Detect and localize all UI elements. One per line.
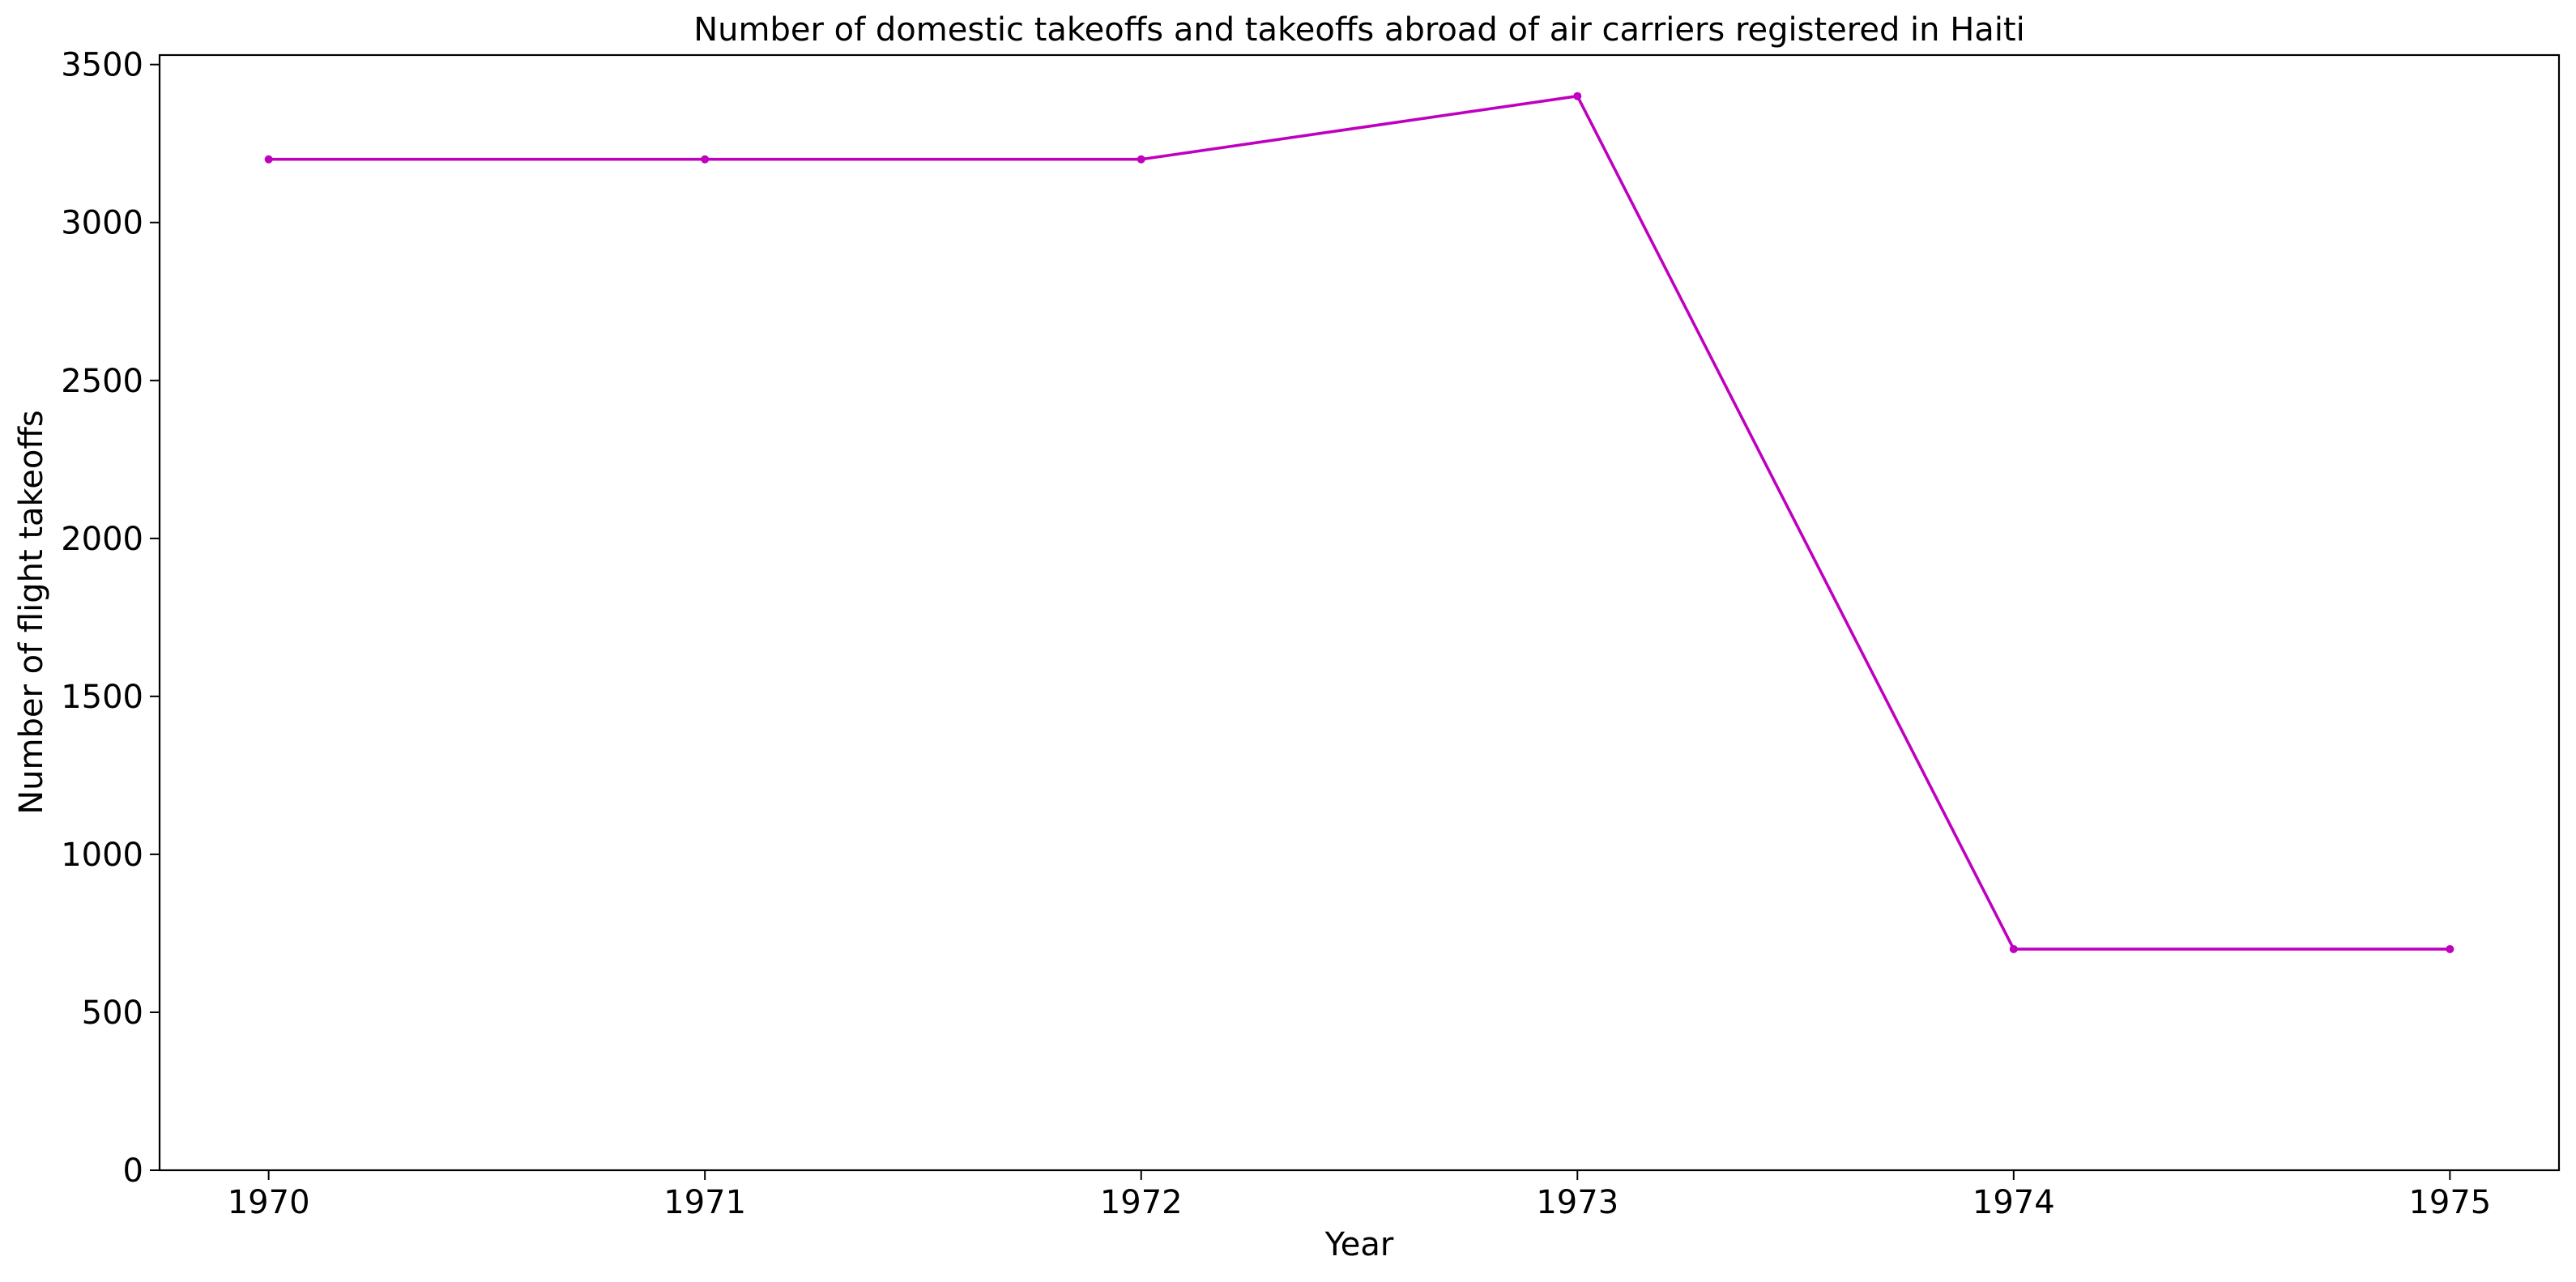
x-axis-label: Year	[1324, 1226, 1394, 1263]
data-point	[1137, 155, 1145, 164]
y-tick-label: 2500	[61, 363, 143, 400]
plot-area	[264, 92, 2454, 953]
data-point	[2446, 944, 2454, 953]
y-axis: 0 500 1000 1500 2000 2500 3000 3500	[61, 47, 160, 1190]
y-tick-label: 1500	[61, 679, 143, 716]
x-axis: 1970 1971 1972 1973 1974 1975	[228, 1170, 2491, 1221]
plot-frame	[158, 53, 2561, 1172]
data-point	[2009, 944, 2018, 953]
x-tick-label: 1975	[2408, 1184, 2491, 1221]
data-point	[701, 155, 710, 164]
x-tick-label: 1973	[1536, 1184, 1619, 1221]
y-tick-label: 2000	[61, 521, 143, 558]
data-point	[1573, 92, 1582, 100]
y-axis-label: Number of flight takeoffs	[13, 410, 50, 815]
y-tick-label: 1000	[61, 837, 143, 874]
x-tick-label: 1972	[1100, 1184, 1183, 1221]
y-tick-label: 3500	[61, 47, 143, 84]
chart-title: Number of domestic takeoffs and takeoffs…	[693, 11, 2024, 49]
data-point	[264, 155, 273, 164]
y-tick-label: 500	[82, 995, 143, 1032]
y-tick-label: 3000	[61, 205, 143, 242]
series-line	[268, 94, 2450, 951]
x-tick-label: 1971	[663, 1184, 746, 1221]
x-tick-label: 1970	[228, 1184, 310, 1221]
y-tick-label: 0	[123, 1152, 143, 1190]
x-tick-label: 1974	[1973, 1184, 2055, 1221]
